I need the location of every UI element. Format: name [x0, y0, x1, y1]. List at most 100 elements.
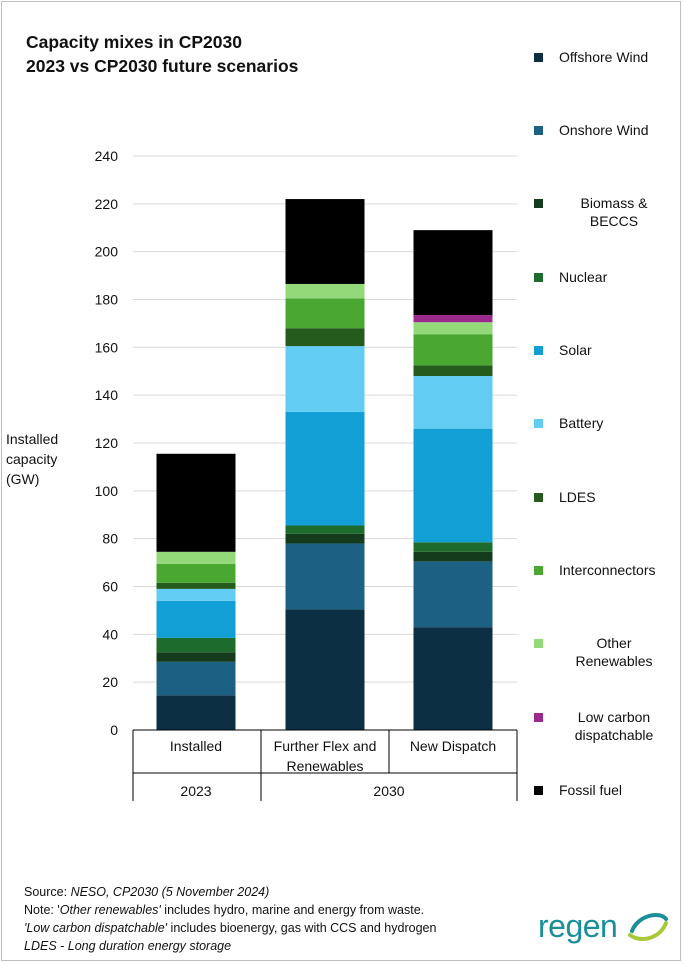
bars-layer	[156, 199, 493, 730]
legend-label: Onshore Wind	[559, 121, 684, 139]
source-prefix: Source:	[24, 885, 71, 899]
bar-segment-battery	[285, 346, 365, 412]
note-line-2: 'Low carbon dispatchable' includes bioen…	[24, 919, 524, 937]
y-tick-label: 0	[110, 722, 118, 738]
source-text: NESO, CP2030 (5 November 2024)	[70, 885, 270, 899]
y-tick-label: 20	[102, 674, 118, 690]
x-category-label: New Dispatch	[410, 738, 496, 754]
bar-segment-solar	[156, 600, 236, 638]
x-category-label: Further Flex and	[274, 738, 377, 754]
y-axis-label: Installed capacity (GW)	[6, 431, 59, 487]
swoosh-teal-icon	[630, 913, 668, 933]
bar-segment-battery	[156, 588, 236, 601]
bar-segment-other-renewables	[285, 283, 365, 299]
legend-label: Interconnectors	[559, 561, 684, 579]
note2-rest: includes bioenergy, gas with CCS and hyd…	[167, 921, 437, 935]
legend-label-line: Renewables	[575, 653, 653, 669]
bar-segment-fossil-fuel	[413, 230, 493, 316]
bar-segment-offshore-wind	[156, 695, 236, 730]
legend-label-line: Onshore Wind	[559, 122, 649, 138]
chart-title-line2: 2023 vs CP2030 future scenarios	[26, 56, 299, 76]
legend-label-line: Fossil fuel	[559, 782, 623, 798]
y-tick-label: 240	[95, 148, 119, 164]
legend-label-line: BECCS	[589, 213, 639, 229]
swoosh-green-icon	[628, 921, 668, 941]
bar-segment-fossil-fuel	[285, 199, 365, 284]
bar-segment-offshore-wind	[413, 627, 493, 730]
y-tick-label: 40	[102, 626, 118, 642]
y-tick-label: 180	[95, 292, 119, 308]
legend-label: Solar	[559, 341, 684, 359]
legend-swatch	[534, 786, 543, 795]
legend-label-line: dispatchable	[574, 727, 654, 743]
legend-label: Battery	[559, 414, 684, 432]
note-rest: includes hydro, marine and energy from w…	[160, 903, 425, 917]
labels-layer: 0 20 40 60 80 100 120 140 160 180 200 220 240 Install…	[95, 148, 497, 799]
y-tick-label: 160	[95, 339, 119, 355]
chart-title-line1: Capacity mixes in CP2030	[26, 32, 242, 52]
legend-label-line: Battery	[559, 415, 604, 431]
legend-label-line: Solar	[559, 342, 592, 358]
bar-segment-other-renewables	[156, 551, 236, 564]
legend-label-line: Nuclear	[559, 269, 608, 285]
y-tick-label: 220	[95, 196, 119, 212]
legend-swatch	[534, 419, 543, 428]
bar-segment-ldes	[156, 582, 236, 589]
legend-swatch	[534, 493, 543, 502]
x-group-label: 2030	[373, 783, 404, 799]
note-line: Note: 'Other renewables' includes hydro,…	[24, 901, 524, 919]
bar-segment-onshore-wind	[413, 561, 493, 628]
bar-segment-solar	[413, 428, 493, 543]
source-line: Source: NESO, CP2030 (5 November 2024)	[24, 883, 524, 901]
bar-segment-nuclear	[285, 525, 365, 534]
bar-segment-biomass-beccs	[156, 652, 236, 662]
x-group-label: 2023	[180, 783, 211, 799]
note-italic: Other renewables'	[59, 903, 161, 917]
legend-label-line: Interconnectors	[559, 562, 656, 578]
legend-swatch	[534, 126, 543, 135]
legend-swatch	[534, 53, 543, 62]
regen-logo-swoosh-icon	[628, 913, 668, 941]
y-tick-label: 140	[95, 387, 119, 403]
legend-label-line: LDES	[559, 489, 596, 505]
bar-segment-interconnectors	[285, 298, 365, 329]
bar-segment-onshore-wind	[156, 661, 236, 696]
bar-segment-fossil-fuel	[156, 453, 236, 552]
bar-segment-interconnectors	[413, 334, 493, 366]
ldes-note: LDES - Long duration energy storage	[24, 939, 232, 953]
legend-label-line: Biomass &	[580, 195, 648, 211]
legend-swatch	[534, 713, 543, 722]
legend-label: Biomass & BECCS	[548, 194, 680, 230]
legend-label-line: Offshore Wind	[559, 49, 649, 65]
x-category-label: Installed	[170, 738, 222, 754]
legend-swatch	[534, 566, 543, 575]
legend-label: Fossil fuel	[559, 781, 684, 799]
legend-swatch	[534, 199, 543, 208]
note-prefix: Note: '	[24, 903, 60, 917]
footer-notes: Source: NESO, CP2030 (5 November 2024) N…	[24, 883, 524, 955]
x-category-label: Renewables	[286, 758, 363, 774]
legend-swatch	[534, 639, 543, 648]
legend-swatch	[534, 346, 543, 355]
legend-swatch	[534, 273, 543, 282]
legend-label: Low carbon dispatchable	[548, 708, 680, 744]
legend-label: Offshore Wind	[559, 48, 684, 66]
legend-label: LDES	[559, 488, 684, 506]
bar-segment-low-carbon-dispatchable	[413, 315, 493, 323]
legend-label: Other Renewables	[548, 634, 680, 670]
note-line-3: LDES - Long duration energy storage	[24, 937, 524, 955]
y-tick-label: 120	[95, 435, 119, 451]
bar-segment-biomass-beccs	[285, 533, 365, 544]
y-tick-label: 60	[102, 579, 118, 595]
legend-label-line: Other	[596, 635, 632, 651]
regen-logo-text: regen	[538, 908, 618, 944]
bar-segment-other-renewables	[413, 322, 493, 335]
bar-segment-onshore-wind	[285, 543, 365, 610]
y-tick-label: 100	[95, 483, 119, 499]
bar-segment-solar	[285, 411, 365, 526]
bar-segment-nuclear	[156, 637, 236, 653]
bar-segment-battery	[413, 376, 493, 429]
legend-label-line: Low carbon	[577, 709, 651, 725]
